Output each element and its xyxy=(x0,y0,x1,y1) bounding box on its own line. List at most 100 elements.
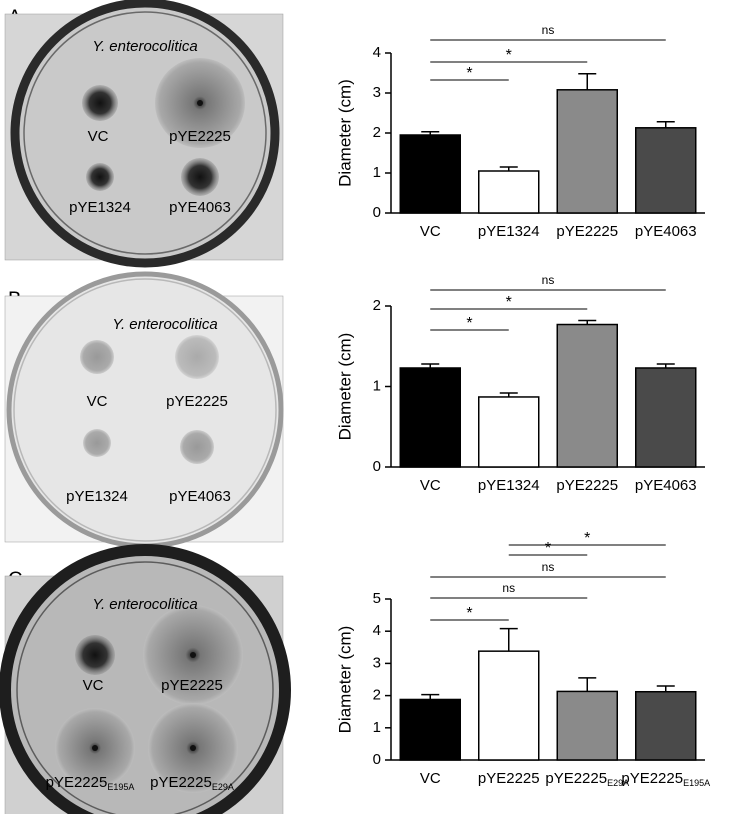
strain-label-text: pYE1324 xyxy=(66,488,128,505)
y-tick-label: 4 xyxy=(373,622,381,639)
bar xyxy=(635,367,697,468)
organism-label: Y. enterocolitica xyxy=(92,596,197,613)
strain-label: pYE1324 xyxy=(66,488,128,505)
comparison-label: * xyxy=(506,47,512,64)
x-tick-label-text: pYE2225 xyxy=(621,770,683,787)
x-tick-label-text: pYE4063 xyxy=(635,477,697,494)
dish-inner-rim xyxy=(16,561,274,814)
x-tick-label-text: pYE2225 xyxy=(556,477,618,494)
strain-label-text: pYE2225 xyxy=(46,774,108,791)
y-tick-label: 2 xyxy=(373,297,381,314)
x-tick-label: pYE2225E195A xyxy=(621,770,710,788)
x-tick-label: VC xyxy=(420,223,441,240)
strain-label: pYE2225E29A xyxy=(150,774,234,792)
bar xyxy=(556,690,618,761)
comparison-label: * xyxy=(466,605,472,622)
colony xyxy=(80,340,114,374)
organism-label: Y. enterocolitica xyxy=(92,38,197,55)
bar xyxy=(556,323,618,468)
strain-label-text: pYE1324 xyxy=(69,199,131,216)
y-tick-label: 1 xyxy=(373,719,381,736)
strain-label: pYE1324 xyxy=(69,199,131,216)
comparison-label: ns xyxy=(502,581,515,595)
colony xyxy=(75,635,115,675)
x-tick-label: pYE2225 xyxy=(556,477,618,494)
strain-label: VC xyxy=(83,677,104,694)
comparison-label: ns xyxy=(542,23,555,37)
x-tick-label-text: pYE2225 xyxy=(478,770,540,787)
x-tick-label: pYE1324 xyxy=(478,223,540,240)
y-tick-label: 0 xyxy=(373,204,381,221)
x-tick-label-text: VC xyxy=(420,223,441,240)
colony xyxy=(181,158,219,196)
bar xyxy=(399,134,461,214)
x-tick-subscript: E29A xyxy=(607,778,629,788)
x-tick-label: VC xyxy=(420,770,441,787)
strain-label-text: VC xyxy=(83,677,104,694)
strain-label-text: pYE2225 xyxy=(150,774,212,791)
y-tick-label: 3 xyxy=(373,654,381,671)
strain-subscript: E195A xyxy=(107,782,134,792)
y-axis-title: Diameter (cm) xyxy=(335,626,354,734)
x-tick-label: pYE2225 xyxy=(478,770,540,787)
bar xyxy=(478,650,540,761)
x-tick-label: pYE2225E29A xyxy=(545,770,629,788)
comparison-label: * xyxy=(506,294,512,311)
comparison-label: * xyxy=(466,315,472,332)
dish-inner-rim xyxy=(23,11,267,255)
x-tick-label-text: pYE1324 xyxy=(478,223,540,240)
comparison-label: * xyxy=(466,65,472,82)
x-tick-label-text: VC xyxy=(420,477,441,494)
strain-label-text: pYE4063 xyxy=(169,199,231,216)
x-tick-label: pYE4063 xyxy=(635,477,697,494)
comparison-label: ns xyxy=(542,560,555,574)
colony xyxy=(86,163,114,191)
bar xyxy=(399,698,461,761)
strain-label-text: pYE2225 xyxy=(169,128,231,145)
x-tick-label-text: pYE1324 xyxy=(478,477,540,494)
x-tick-label-text: pYE4063 xyxy=(635,223,697,240)
strain-label: pYE4063 xyxy=(169,488,231,505)
strain-label-text: pYE2225 xyxy=(166,393,228,410)
strain-label: pYE4063 xyxy=(169,199,231,216)
colony xyxy=(175,335,219,379)
y-tick-label: 4 xyxy=(373,44,381,61)
organism-label: Y. enterocolitica xyxy=(112,316,217,333)
y-axis-title: Diameter (cm) xyxy=(335,333,354,441)
comparison-label: * xyxy=(584,530,590,547)
y-tick-label: 5 xyxy=(373,590,381,607)
dish-inner-rim xyxy=(13,278,277,542)
comparison-label: ns xyxy=(542,273,555,287)
x-tick-label-text: pYE2225 xyxy=(556,223,618,240)
strain-label: VC xyxy=(87,393,108,410)
strain-label: VC xyxy=(88,128,109,145)
x-tick-label-text: VC xyxy=(420,770,441,787)
dish xyxy=(6,271,284,549)
x-tick-label: pYE2225 xyxy=(556,223,618,240)
y-axis-title: Diameter (cm) xyxy=(335,79,354,187)
y-tick-label: 3 xyxy=(373,84,381,101)
bar xyxy=(478,170,540,214)
y-tick-label: 0 xyxy=(373,458,381,475)
y-tick-label: 2 xyxy=(373,687,381,704)
bar xyxy=(478,396,540,468)
x-tick-label: pYE1324 xyxy=(478,477,540,494)
colony-core xyxy=(190,652,196,658)
strain-subscript: E29A xyxy=(212,782,234,792)
colony-core xyxy=(92,745,98,751)
strain-label: pYE2225E195A xyxy=(46,774,135,792)
colony-core xyxy=(190,745,196,751)
x-tick-subscript: E195A xyxy=(683,778,710,788)
y-tick-label: 2 xyxy=(373,124,381,141)
colony xyxy=(83,429,111,457)
strain-label: pYE2225 xyxy=(161,677,223,694)
colony-core xyxy=(197,100,203,106)
x-tick-label-text: pYE2225 xyxy=(545,770,607,787)
y-tick-label: 0 xyxy=(373,751,381,768)
strain-label-text: VC xyxy=(88,128,109,145)
comparison-label: * xyxy=(545,540,551,557)
colony xyxy=(180,430,214,464)
bar xyxy=(635,690,697,761)
x-tick-label: pYE4063 xyxy=(635,223,697,240)
